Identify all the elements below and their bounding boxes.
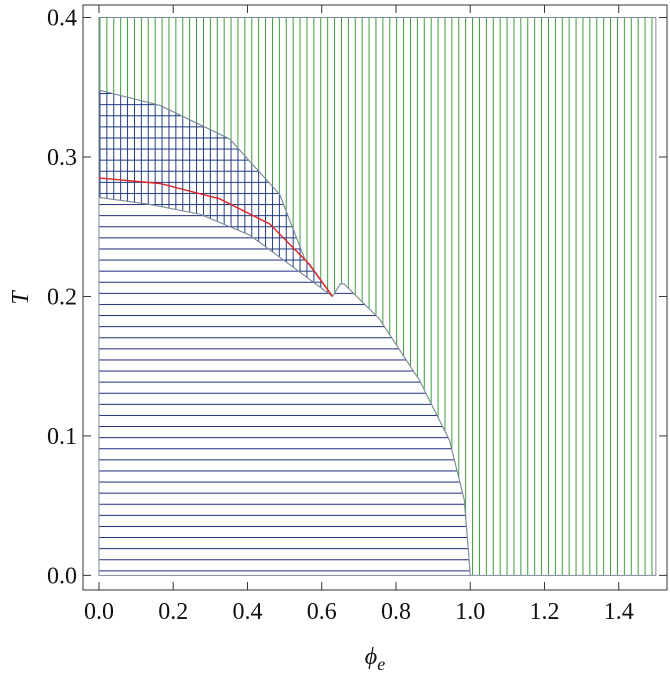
y-tick-label: 0.4 <box>47 6 77 32</box>
plot-frame <box>82 4 668 591</box>
x-label-main: ϕ <box>365 644 377 670</box>
x-tick-label: 0.2 <box>158 599 188 625</box>
x-tick-label: 1.0 <box>455 599 485 625</box>
x-tick-label: 0.8 <box>381 599 411 625</box>
x-tick-label: 1.4 <box>604 599 634 625</box>
x-axis-label: ϕe <box>365 644 385 673</box>
y-tick-label: 0.3 <box>47 145 77 171</box>
y-tick-label: 0.2 <box>47 284 77 310</box>
y-axis-label: T <box>8 290 34 305</box>
y-tick-label: 0.0 <box>47 563 77 589</box>
phase-region <box>98 89 333 297</box>
x-tick-label: 1.2 <box>529 599 559 625</box>
x-tick-label: 0.6 <box>307 599 337 625</box>
y-tick-label: 0.1 <box>47 424 77 450</box>
x-tick-label: 0.4 <box>232 599 262 625</box>
boundary-curve <box>98 177 334 297</box>
x-label-sub: e <box>377 654 385 673</box>
x-tick-label: 0.0 <box>84 599 114 625</box>
